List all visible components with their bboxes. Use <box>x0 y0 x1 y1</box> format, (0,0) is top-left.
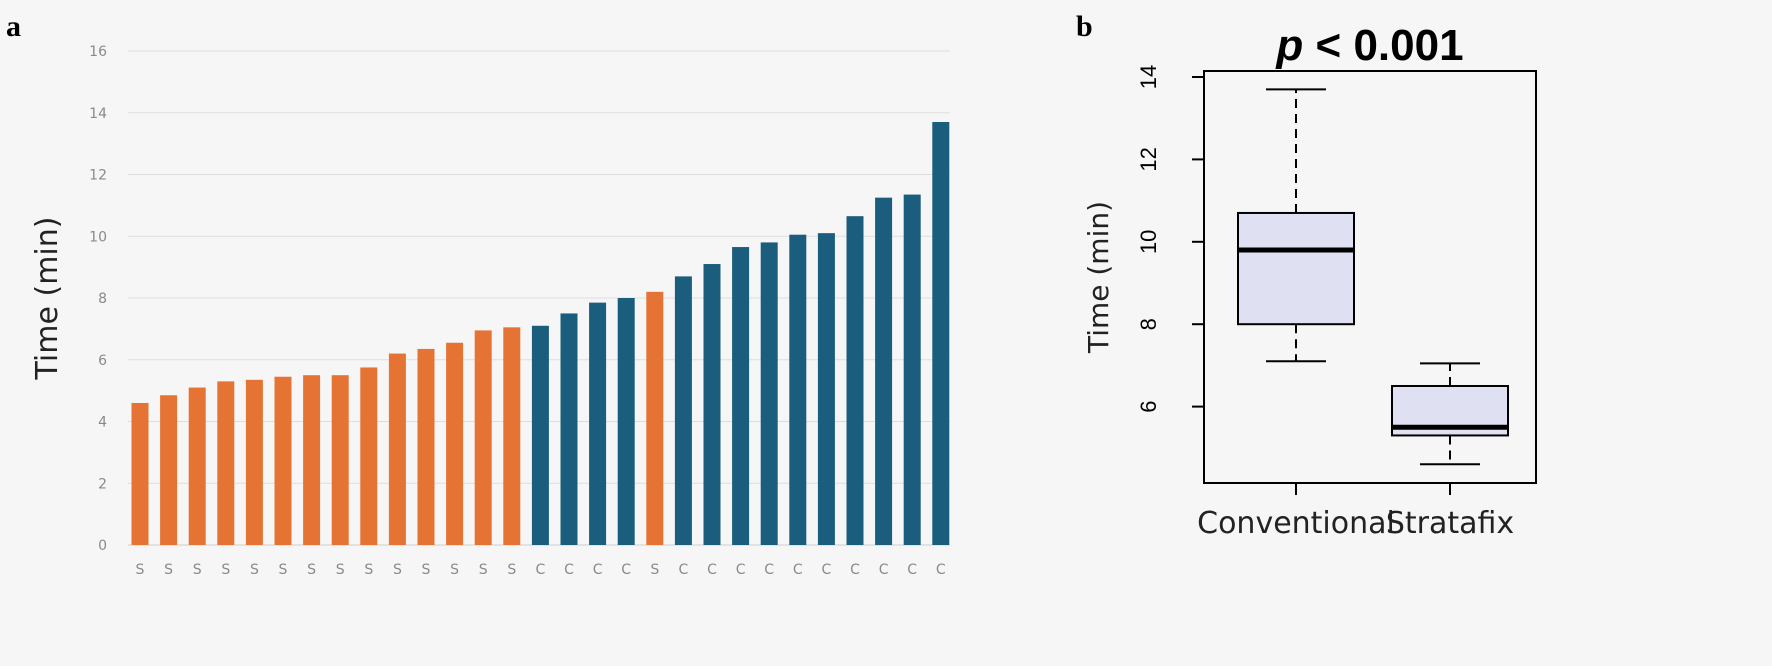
x-tick-label: C <box>793 562 803 578</box>
bar <box>188 387 206 545</box>
x-tick-label: S <box>250 562 259 578</box>
bar <box>503 327 521 545</box>
y-tick-label: 14 <box>89 106 107 122</box>
y-tick-label: 6 <box>98 353 107 369</box>
bar <box>703 264 721 545</box>
y-axis-label: Time (min) <box>1082 201 1115 354</box>
x-tick-label: S <box>479 562 488 578</box>
bar <box>903 194 921 545</box>
y-tick-label: 8 <box>1136 318 1161 330</box>
bar <box>388 353 406 545</box>
bar <box>274 376 292 545</box>
y-tick-label: 10 <box>89 229 107 245</box>
x-tick-label: Stratafix <box>1386 506 1514 541</box>
x-tick-label: C <box>822 562 832 578</box>
y-tick-label: 10 <box>1136 230 1161 254</box>
bar <box>646 291 664 545</box>
x-tick-label: C <box>679 562 689 578</box>
x-tick-label: C <box>850 562 860 578</box>
x-tick-label: S <box>364 562 373 578</box>
x-tick-label: S <box>507 562 516 578</box>
x-tick-label: S <box>422 562 431 578</box>
bar <box>560 313 578 545</box>
x-tick-label: C <box>936 562 946 578</box>
x-tick-label: S <box>279 562 288 578</box>
y-tick-label: 8 <box>98 291 107 307</box>
x-tick-label: Conventional <box>1197 506 1395 541</box>
bar <box>617 298 635 545</box>
bar <box>417 348 435 545</box>
bar <box>732 247 750 545</box>
x-tick-label: S <box>336 562 345 578</box>
x-tick-label: S <box>164 562 173 578</box>
bar <box>131 402 149 545</box>
bar <box>303 375 321 545</box>
bar <box>789 234 807 546</box>
bar <box>474 330 492 545</box>
bar <box>331 375 349 545</box>
bar <box>817 233 835 545</box>
bar <box>932 122 950 545</box>
x-tick-label: S <box>307 562 316 578</box>
bar <box>160 395 178 545</box>
bar <box>846 216 864 545</box>
y-tick-label: 14 <box>1136 65 1161 89</box>
bar <box>875 197 893 545</box>
y-tick-label: 6 <box>1136 400 1161 412</box>
x-tick-label: C <box>879 562 889 578</box>
panel-a-label: a <box>6 10 21 43</box>
y-tick-label: 4 <box>98 415 107 431</box>
x-tick-label: S <box>650 562 659 578</box>
panel-b-label: b <box>1076 10 1093 43</box>
plot-frame <box>1203 70 1537 484</box>
x-tick-label: S <box>136 562 145 578</box>
box <box>1237 211 1355 326</box>
bar <box>589 302 607 545</box>
bar <box>217 381 235 545</box>
bar <box>446 342 464 545</box>
bar <box>760 242 778 546</box>
x-tick-label: S <box>450 562 459 578</box>
bar <box>674 276 692 545</box>
x-tick-label: C <box>536 562 546 578</box>
y-tick-label: 12 <box>1136 147 1161 171</box>
x-tick-label: C <box>707 562 717 578</box>
y-tick-label: 16 <box>89 44 107 60</box>
bar <box>360 367 378 545</box>
x-tick-label: C <box>564 562 574 578</box>
x-tick-label: S <box>393 562 402 578</box>
x-tick-label: C <box>736 562 746 578</box>
y-tick-label: 12 <box>89 168 107 184</box>
y-tick-label: 0 <box>98 538 107 554</box>
bar <box>531 325 549 545</box>
x-tick-label: S <box>193 562 202 578</box>
x-tick-label: C <box>764 562 774 578</box>
x-tick-label: C <box>907 562 917 578</box>
y-tick-label: 2 <box>98 476 107 492</box>
x-tick-label: C <box>593 562 603 578</box>
chart-title: p < 0.001 <box>1275 21 1463 70</box>
x-tick-label: S <box>221 562 230 578</box>
y-axis-label: Time (min) <box>30 217 65 381</box>
bar <box>245 379 263 545</box>
x-tick-label: C <box>621 562 631 578</box>
